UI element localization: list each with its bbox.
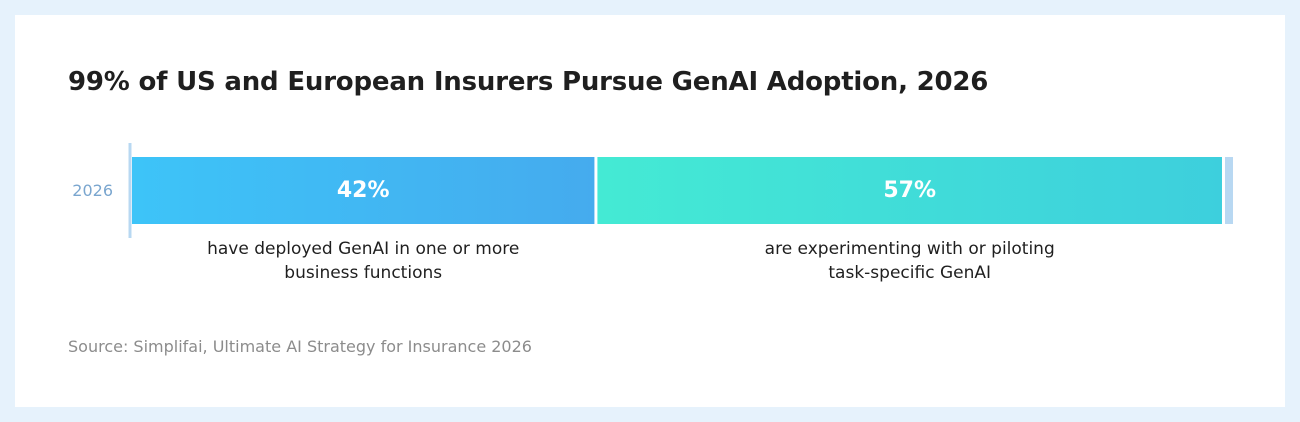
- stacked-bar-chart: 2026 42% have deployed GenAI in one or mor…: [72, 143, 1233, 283]
- bar-segment-2: [597, 157, 1222, 224]
- segment-description-1-line-2: business functions: [284, 263, 442, 283]
- data-label-2: 57%: [883, 178, 936, 203]
- bar-segment-1: [132, 157, 595, 224]
- data-label-1: 42%: [337, 178, 390, 203]
- segment-description-2-line-2: task-specific GenAI: [828, 263, 991, 283]
- bar-segment-3: [1224, 157, 1233, 224]
- category-label: 2026: [72, 181, 113, 200]
- segment-description-1-line-1: have deployed GenAI in one or more: [207, 239, 519, 259]
- chart-card: 99% of US and European Insurers Pursue G…: [15, 15, 1285, 407]
- source-note: Source: Simplifai, Ultimate AI Strategy …: [68, 337, 532, 356]
- segment-description-2-line-1: are experimenting with or piloting: [765, 239, 1055, 259]
- chart-title: 99% of US and European Insurers Pursue G…: [68, 67, 989, 97]
